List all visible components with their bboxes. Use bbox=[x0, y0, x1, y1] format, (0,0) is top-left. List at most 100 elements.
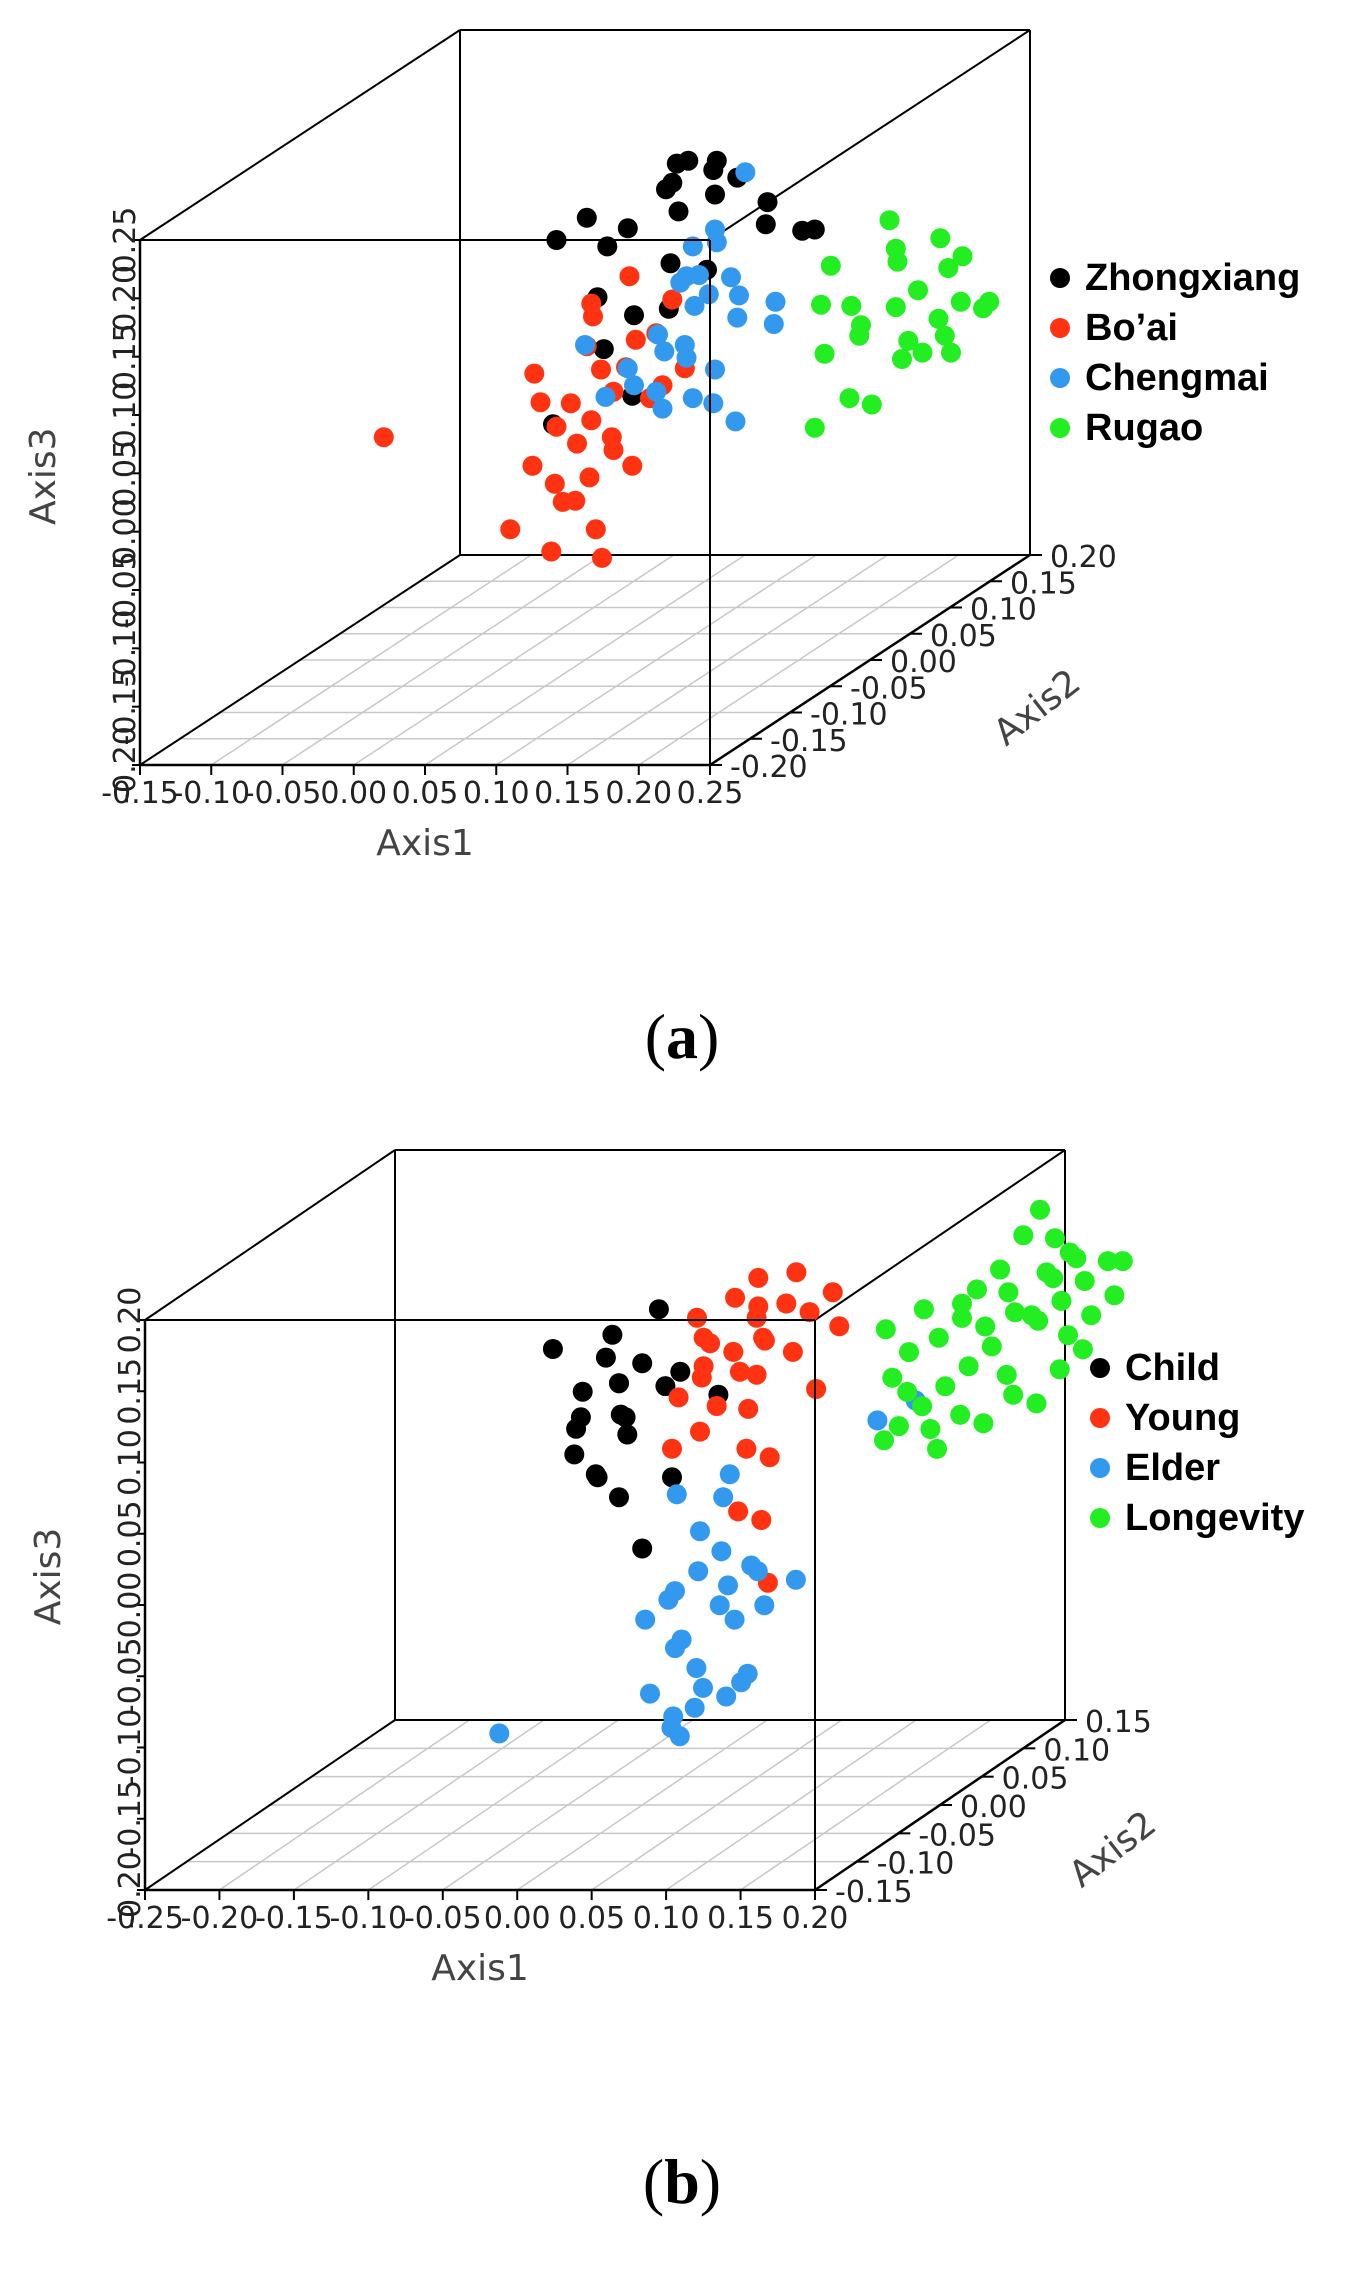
data-point-elder bbox=[716, 1686, 737, 1707]
data-point-elder bbox=[688, 1561, 709, 1582]
y-tick-label: 0.10 bbox=[970, 593, 1037, 628]
data-point-longevity bbox=[888, 1416, 909, 1437]
data-point-zhongxiang bbox=[703, 160, 724, 180]
data-point-longevity bbox=[1005, 1302, 1025, 1323]
data-point-longevity bbox=[1058, 1325, 1078, 1346]
x-tick-label: 0.25 bbox=[677, 776, 744, 811]
data-point-elder bbox=[737, 1663, 758, 1684]
z-tick-label: -0.20 bbox=[113, 1851, 148, 1929]
legend-marker bbox=[1090, 1408, 1110, 1428]
z-tick-label: 0.25 bbox=[108, 207, 143, 274]
x-tick-label: 0.05 bbox=[558, 1901, 625, 1936]
y-tick-label: 0.00 bbox=[960, 1790, 1027, 1825]
scatter3d-plot-a: -0.15-0.10-0.05 0.00 0.05 0.10 0.15 0.20 0.25-… bbox=[23, 29, 1300, 864]
y-tick-label: 0.15 bbox=[1085, 1705, 1152, 1740]
data-point-young bbox=[759, 1447, 780, 1468]
data-point-zhongxiang bbox=[804, 219, 825, 240]
data-point-rugao bbox=[885, 297, 906, 318]
data-point-chengmai bbox=[682, 236, 703, 257]
data-point-boai bbox=[541, 541, 562, 562]
data-point-young bbox=[738, 1398, 759, 1419]
legend-label: Young bbox=[1125, 1397, 1240, 1439]
z-tick-label: 0.00 bbox=[108, 498, 143, 565]
data-point-rugao bbox=[839, 388, 860, 409]
data-point-rugao bbox=[950, 291, 971, 312]
data-point-elder bbox=[754, 1595, 775, 1616]
data-point-longevity bbox=[1044, 1228, 1065, 1249]
data-point-rugao bbox=[879, 210, 900, 231]
data-point-young bbox=[729, 1361, 750, 1382]
data-point-boai bbox=[579, 467, 600, 488]
x-tick-label: 0.15 bbox=[534, 776, 601, 811]
x-tick-label: -0.05 bbox=[404, 1901, 482, 1936]
data-point-chengmai bbox=[721, 267, 741, 288]
data-point-boai bbox=[552, 491, 573, 512]
data-point-elder bbox=[709, 1595, 730, 1616]
z-tick-label: 0.10 bbox=[113, 1429, 148, 1496]
data-point-boai bbox=[544, 473, 565, 494]
data-point-young bbox=[706, 1396, 727, 1416]
data-point-young bbox=[725, 1287, 746, 1308]
data-point-elder bbox=[686, 1658, 707, 1678]
data-point-longevity bbox=[1026, 1393, 1047, 1414]
data-point-longevity bbox=[874, 1430, 894, 1451]
z-tick-label: -0.20 bbox=[108, 726, 143, 804]
data-point-boai bbox=[591, 359, 611, 380]
x-axis-label: Axis1 bbox=[431, 1948, 529, 1989]
data-point-child bbox=[572, 1381, 593, 1402]
x-tick-label: -0.20 bbox=[181, 1901, 259, 1936]
data-point-elder bbox=[489, 1723, 510, 1744]
z-tick-label: 0.00 bbox=[113, 1572, 148, 1639]
data-point-young bbox=[746, 1364, 767, 1385]
data-point-chengmai bbox=[617, 358, 638, 379]
data-point-rugao bbox=[952, 246, 973, 267]
data-point-chengmai bbox=[682, 388, 703, 409]
data-point-boai bbox=[530, 392, 551, 413]
legend-label: Chengmai bbox=[1085, 357, 1269, 399]
y-tick-label: -0.20 bbox=[730, 750, 808, 785]
data-point-rugao bbox=[804, 417, 825, 438]
data-point-longevity bbox=[1013, 1225, 1034, 1246]
x-tick-label: 0.15 bbox=[707, 1901, 774, 1936]
data-point-longevity bbox=[1043, 1268, 1064, 1289]
data-point-rugao bbox=[908, 280, 928, 301]
data-point-chengmai bbox=[654, 341, 675, 362]
data-point-rugao bbox=[930, 228, 951, 249]
data-point-zhongxiang bbox=[660, 253, 681, 274]
data-point-chengmai bbox=[705, 359, 725, 380]
data-point-chengmai bbox=[646, 381, 667, 402]
data-point-rugao bbox=[814, 343, 835, 364]
y-tick-label: 0.15 bbox=[1010, 566, 1077, 601]
x-tick-label: -0.05 bbox=[244, 776, 322, 811]
data-point-longevity bbox=[998, 1282, 1019, 1303]
data-point-boai bbox=[500, 519, 521, 540]
legend-marker bbox=[1050, 418, 1070, 438]
legend-marker bbox=[1050, 368, 1070, 388]
data-point-child bbox=[615, 1407, 636, 1428]
cube-edge bbox=[814, 1149, 1066, 1321]
data-point-chengmai bbox=[676, 347, 697, 368]
data-point-rugao bbox=[811, 294, 831, 315]
data-point-rugao bbox=[885, 238, 906, 259]
data-point-elder bbox=[867, 1410, 888, 1431]
x-axis-label: Axis1 bbox=[376, 823, 474, 864]
y-axis-label: Axis2 bbox=[1062, 1803, 1164, 1895]
z-tick-label: -0.10 bbox=[113, 1709, 148, 1787]
z-tick-label: 0.05 bbox=[113, 1500, 148, 1567]
data-point-longevity bbox=[1066, 1248, 1087, 1269]
data-point-child bbox=[566, 1418, 587, 1439]
data-point-longevity bbox=[1030, 1199, 1050, 1220]
data-point-child bbox=[655, 1376, 676, 1397]
data-point-boai bbox=[522, 455, 543, 476]
data-point-boai bbox=[619, 266, 640, 287]
cube-edge bbox=[144, 1149, 396, 1321]
data-point-rugao bbox=[841, 295, 862, 316]
legend-label: Elder bbox=[1125, 1447, 1220, 1489]
data-point-chengmai bbox=[575, 335, 595, 355]
y-tick-label: 0.05 bbox=[1002, 1762, 1069, 1797]
data-point-elder bbox=[690, 1521, 710, 1542]
data-point-rugao bbox=[979, 291, 1000, 312]
z-tick-label: 0.15 bbox=[113, 1358, 148, 1425]
data-point-longevity bbox=[897, 1381, 918, 1402]
legend-label: Zhongxiang bbox=[1085, 257, 1300, 299]
